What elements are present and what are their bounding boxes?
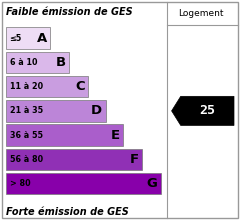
FancyBboxPatch shape (6, 28, 50, 49)
Text: C: C (75, 80, 85, 93)
FancyBboxPatch shape (6, 100, 106, 122)
Text: G: G (147, 177, 158, 190)
Text: ≤5: ≤5 (10, 34, 22, 43)
Text: 11 à 20: 11 à 20 (10, 82, 43, 91)
Text: > 80: > 80 (10, 179, 30, 188)
Text: A: A (36, 32, 47, 45)
Text: 36 à 55: 36 à 55 (10, 131, 43, 139)
Text: B: B (56, 56, 66, 69)
FancyBboxPatch shape (6, 76, 88, 97)
Text: 25: 25 (199, 104, 215, 117)
FancyBboxPatch shape (6, 173, 161, 194)
FancyBboxPatch shape (2, 2, 238, 218)
FancyBboxPatch shape (6, 52, 69, 73)
Polygon shape (172, 96, 234, 125)
Text: F: F (130, 153, 139, 166)
Text: D: D (91, 104, 102, 117)
Text: 6 à 10: 6 à 10 (10, 58, 37, 67)
Text: Faible émission de GES: Faible émission de GES (6, 7, 133, 17)
FancyBboxPatch shape (6, 124, 123, 146)
Text: Forte émission de GES: Forte émission de GES (6, 207, 129, 217)
Text: 21 à 35: 21 à 35 (10, 106, 43, 115)
Text: 56 à 80: 56 à 80 (10, 155, 43, 164)
FancyBboxPatch shape (6, 148, 142, 170)
Text: Logement: Logement (178, 9, 224, 18)
Text: E: E (110, 128, 120, 142)
